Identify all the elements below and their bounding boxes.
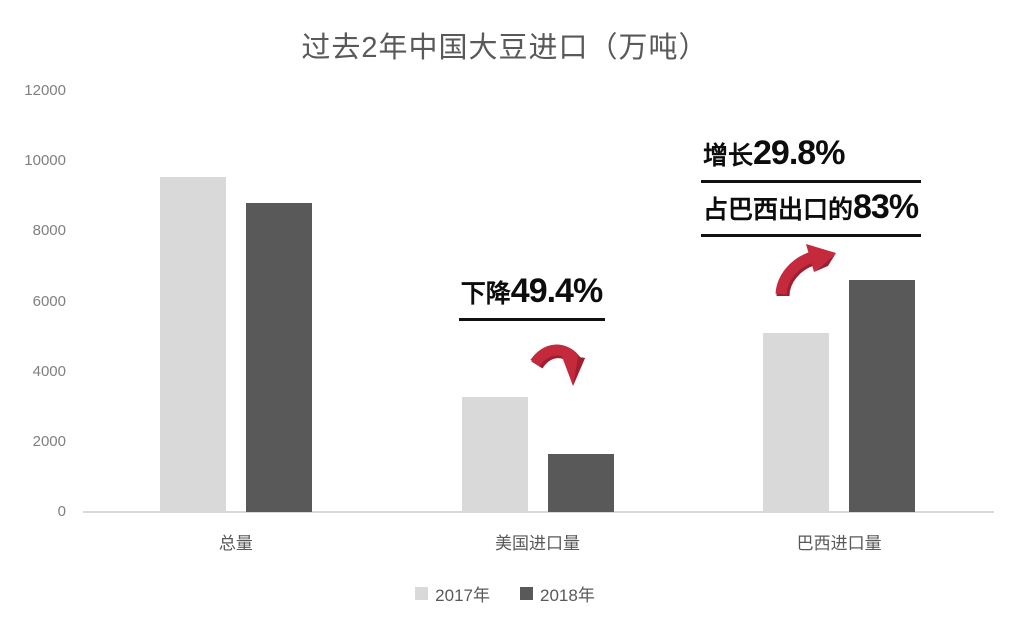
y-tick-label: 8000 <box>32 222 66 240</box>
annotation-prefix: 增长 <box>703 142 754 170</box>
y-tick-label: 4000 <box>32 362 66 380</box>
legend-item-2017年: 2017年 <box>415 581 490 606</box>
plot-area <box>83 91 994 513</box>
y-tick-label: 10000 <box>24 152 66 170</box>
legend-item-2018年: 2018年 <box>520 581 595 606</box>
bar-2018年-巴西进口量 <box>849 280 916 512</box>
increase-arrow-icon <box>775 244 836 297</box>
y-tick-label: 0 <box>57 503 66 520</box>
legend: 2017年 2018年 <box>0 581 1010 606</box>
legend-swatch <box>520 587 533 600</box>
bar-2017年-总量 <box>159 176 226 512</box>
y-tick-label: 12000 <box>24 82 66 99</box>
annotation-us-decline: 下降49.4% <box>452 272 612 321</box>
annotation-prefix: 下降 <box>460 280 511 308</box>
y-tick-label: 6000 <box>32 292 66 310</box>
bar-2018年-美国进口量 <box>547 453 614 512</box>
y-tick-label: 2000 <box>32 432 66 450</box>
legend-swatch <box>415 587 429 600</box>
annotation-brazil-growth: 增长29.8% <box>701 134 922 183</box>
x-category-label: 美国进口量 <box>495 534 580 553</box>
legend-label: 2018年 <box>540 586 595 605</box>
x-category-label: 巴西进口量 <box>796 534 882 553</box>
decrease-arrow-icon <box>530 344 585 386</box>
annotation-brazil: 增长29.8% 占巴西出口的83% <box>701 134 922 242</box>
annotation-value: 83% <box>853 188 919 226</box>
bar-2017年-巴西进口量 <box>763 333 830 512</box>
annotation-brazil-share: 占巴西出口的83% <box>701 188 922 237</box>
annotation-value: 29.8% <box>753 134 845 172</box>
bar-2018年-总量 <box>245 203 312 512</box>
annotation-us-decline-text: 下降49.4% <box>458 272 606 321</box>
x-category-label: 总量 <box>218 534 253 553</box>
chart-title: 过去2年中国大豆进口（万吨） <box>301 32 709 64</box>
bar-2017年-美国进口量 <box>461 396 528 512</box>
x-axis-line <box>83 511 994 513</box>
legend-label: 2017年 <box>435 586 490 605</box>
annotation-value: 49.4% <box>510 272 603 310</box>
annotation-prefix: 占巴西出口的 <box>703 196 854 224</box>
